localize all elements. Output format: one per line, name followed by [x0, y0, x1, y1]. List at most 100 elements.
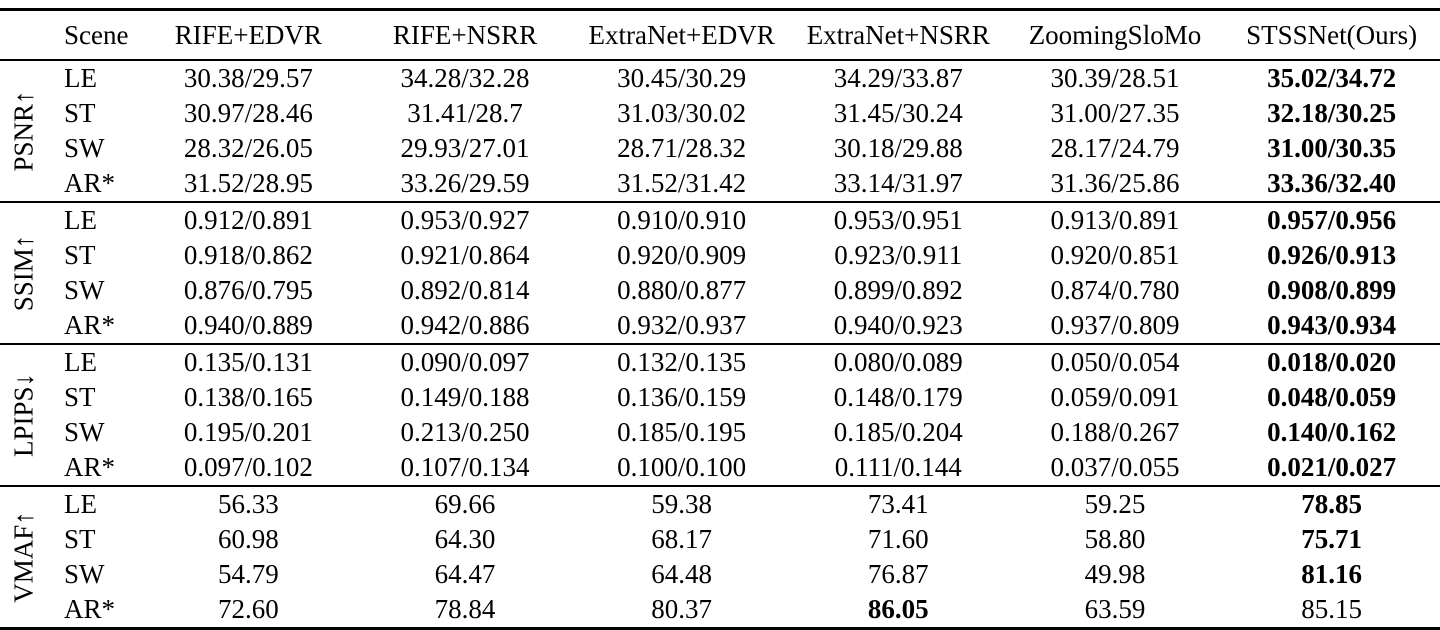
- scene-cell: ST: [64, 524, 96, 554]
- value-cell: 0.913/0.891: [1050, 205, 1180, 235]
- value-cell-best: 35.02/34.72: [1267, 63, 1397, 93]
- scene-cell: AR*: [64, 452, 116, 482]
- value-cell: 64.48: [651, 559, 713, 589]
- value-cell: 0.923/0.911: [834, 240, 963, 270]
- value-cell: 0.937/0.809: [1050, 310, 1180, 340]
- value-cell: 0.185/0.195: [617, 417, 747, 447]
- value-cell-best: 0.018/0.020: [1267, 347, 1397, 377]
- value-cell: 0.932/0.937: [617, 310, 747, 340]
- table-row: SSIM↑ LE 0.912/0.891 0.953/0.927 0.910/0…: [0, 202, 1440, 311]
- table-row: AR* 0.940/0.889 0.942/0.886 0.932/0.937 …: [0, 308, 1440, 344]
- scene-cell: SW: [64, 417, 105, 447]
- value-cell: 0.185/0.204: [833, 417, 963, 447]
- value-cell: 76.87: [867, 559, 929, 589]
- scene-cell: SW: [64, 559, 105, 589]
- value-cell: 0.138/0.165: [183, 382, 313, 412]
- value-cell: 0.880/0.877: [617, 275, 747, 305]
- value-cell: 0.097/0.102: [183, 452, 313, 482]
- value-cell: 30.97/28.46: [183, 98, 313, 128]
- table-row: ST 0.138/0.165 0.149/0.188 0.136/0.159 0…: [0, 380, 1440, 415]
- value-cell: 0.090/0.097: [400, 347, 530, 377]
- value-cell: 63.59: [1084, 594, 1146, 624]
- value-cell: 78.84: [434, 594, 496, 624]
- value-cell-best: 0.021/0.027: [1267, 452, 1397, 482]
- value-cell: 28.17/24.79: [1050, 133, 1180, 163]
- metric-group-psnr: PSNR↑ LE 30.38/29.57 34.28/32.28 30.45/3…: [0, 60, 1440, 202]
- table-row: ST 0.918/0.862 0.921/0.864 0.920/0.909 0…: [0, 238, 1440, 273]
- table-header: Scene RIFE+EDVR RIFE+NSRR ExtraNet+EDVR …: [0, 10, 1440, 61]
- value-cell: 31.52/28.95: [183, 168, 313, 198]
- value-cell: 85.15: [1301, 594, 1363, 624]
- value-cell-best: 86.05: [867, 594, 929, 624]
- value-cell: 0.132/0.135: [617, 347, 747, 377]
- table-row: SW 28.32/26.05 29.93/27.01 28.71/28.32 3…: [0, 131, 1440, 166]
- value-cell: 0.918/0.862: [183, 240, 313, 270]
- scene-cell: SW: [64, 133, 105, 163]
- value-cell: 0.953/0.927: [400, 205, 530, 235]
- column-header-extranet-edvr: ExtraNet+EDVR: [588, 19, 775, 50]
- value-cell: 72.60: [217, 594, 279, 624]
- table-row: AR* 31.52/28.95 33.26/29.59 31.52/31.42 …: [0, 166, 1440, 202]
- value-cell: 31.45/30.24: [833, 98, 963, 128]
- value-cell: 64.30: [434, 524, 496, 554]
- value-cell: 33.26/29.59: [400, 168, 530, 198]
- value-cell-best: 32.18/30.25: [1267, 98, 1397, 128]
- corner-cell: [0, 10, 48, 61]
- value-cell: 0.100/0.100: [617, 452, 747, 482]
- value-cell-best: 0.957/0.956: [1267, 205, 1397, 235]
- column-header-scene: Scene: [64, 19, 129, 50]
- value-cell: 0.921/0.864: [400, 240, 530, 270]
- value-cell: 54.79: [217, 559, 279, 589]
- table-row: LPIPS↓ LE 0.135/0.131 0.090/0.097 0.132/…: [0, 344, 1440, 457]
- value-cell: 31.52/31.42: [617, 168, 747, 198]
- value-cell: 58.80: [1084, 524, 1146, 554]
- value-cell: 0.149/0.188: [400, 382, 530, 412]
- value-cell: 73.41: [867, 489, 929, 519]
- value-cell: 0.910/0.910: [617, 205, 747, 235]
- value-cell: 0.059/0.091: [1050, 382, 1180, 412]
- value-cell: 0.912/0.891: [183, 205, 313, 235]
- scene-cell: LE: [64, 489, 97, 519]
- value-cell: 71.60: [867, 524, 929, 554]
- value-cell: 0.920/0.909: [617, 240, 747, 270]
- value-cell-best: 0.943/0.934: [1267, 310, 1397, 340]
- value-cell: 0.188/0.267: [1050, 417, 1180, 447]
- value-cell-best: 75.71: [1301, 524, 1363, 554]
- header-row: Scene RIFE+EDVR RIFE+NSRR ExtraNet+EDVR …: [0, 10, 1440, 61]
- table-row: AR* 72.60 78.84 80.37 86.05 63.59 85.15: [0, 592, 1440, 629]
- value-cell: 30.18/29.88: [833, 133, 963, 163]
- table-row: VMAF↑ LE 56.33 69.66 59.38 73.41 59.25 7…: [0, 486, 1440, 603]
- value-cell: 31.36/25.86: [1050, 168, 1180, 198]
- value-cell: 0.213/0.250: [400, 417, 530, 447]
- value-cell: 0.111/0.144: [834, 452, 962, 482]
- metric-group-label-psnr: PSNR↑: [0, 60, 48, 202]
- value-cell: 0.892/0.814: [400, 275, 530, 305]
- value-cell: 34.29/33.87: [833, 63, 963, 93]
- value-cell: 0.195/0.201: [183, 417, 313, 447]
- value-cell: 0.953/0.951: [833, 205, 963, 235]
- results-table: Scene RIFE+EDVR RIFE+NSRR ExtraNet+EDVR …: [0, 8, 1440, 630]
- value-cell: 0.874/0.780: [1050, 275, 1180, 305]
- scene-cell: SW: [64, 275, 105, 305]
- value-cell: 31.41/28.7: [407, 98, 523, 128]
- value-cell: 0.920/0.851: [1050, 240, 1180, 270]
- value-cell: 59.38: [651, 489, 713, 519]
- metric-group-vmaf: VMAF↑ LE 56.33 69.66 59.38 73.41 59.25 7…: [0, 486, 1440, 629]
- value-cell: 60.98: [217, 524, 279, 554]
- table-row: SW 54.79 64.47 64.48 76.87 49.98 81.16: [0, 557, 1440, 592]
- value-cell-best: 81.16: [1301, 559, 1363, 589]
- value-cell: 34.28/32.28: [400, 63, 530, 93]
- value-cell: 0.080/0.089: [833, 347, 963, 377]
- scene-cell: LE: [64, 205, 97, 235]
- metric-group-label-vmaf: VMAF↑: [0, 486, 48, 629]
- table-row: PSNR↑ LE 30.38/29.57 34.28/32.28 30.45/3…: [0, 60, 1440, 172]
- value-cell: 0.107/0.134: [400, 452, 530, 482]
- value-cell: 49.98: [1084, 559, 1146, 589]
- value-cell: 80.37: [651, 594, 713, 624]
- value-cell: 0.899/0.892: [833, 275, 963, 305]
- column-header-rife-edvr: RIFE+EDVR: [174, 19, 322, 50]
- metric-label-text: VMAF↑: [8, 511, 39, 603]
- value-cell: 0.148/0.179: [833, 382, 963, 412]
- value-cell: 64.47: [434, 559, 496, 589]
- table-row: ST 60.98 64.30 68.17 71.60 58.80 75.71: [0, 522, 1440, 557]
